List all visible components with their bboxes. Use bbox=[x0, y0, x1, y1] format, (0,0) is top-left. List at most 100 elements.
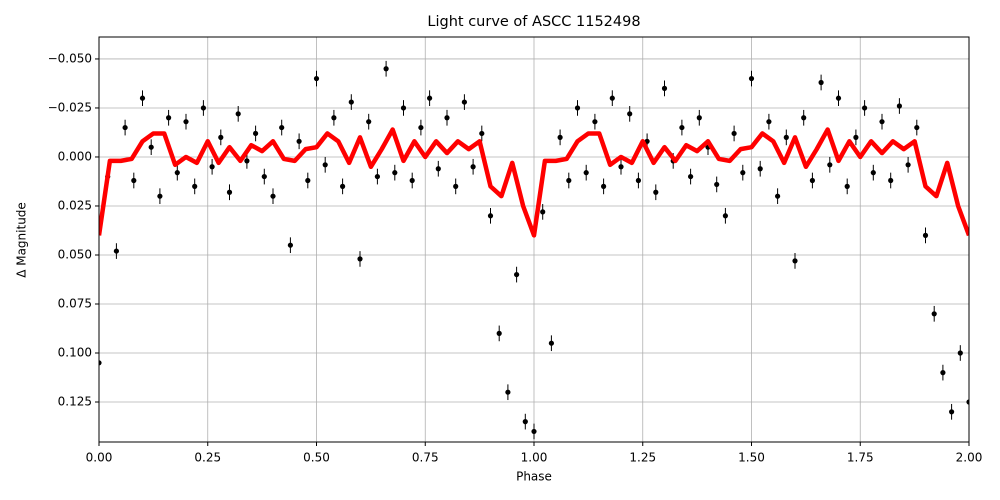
x-axis-label: Phase bbox=[516, 470, 552, 484]
data-point bbox=[827, 162, 833, 168]
data-point bbox=[522, 419, 528, 425]
data-point bbox=[940, 370, 946, 376]
data-point bbox=[696, 115, 702, 121]
data-point bbox=[566, 177, 572, 184]
x-tick-label: 1.75 bbox=[847, 451, 874, 465]
data-point bbox=[914, 124, 920, 131]
data-point bbox=[200, 105, 206, 111]
data-point bbox=[679, 124, 685, 131]
data-point bbox=[661, 85, 668, 91]
data-point bbox=[722, 213, 729, 219]
data-point bbox=[226, 189, 233, 195]
data-point bbox=[653, 189, 659, 195]
data-point bbox=[296, 138, 302, 144]
data-point bbox=[809, 177, 816, 184]
data-point bbox=[305, 177, 311, 184]
data-point bbox=[496, 330, 502, 336]
data-point bbox=[400, 105, 407, 111]
data-point bbox=[174, 170, 180, 176]
data-point bbox=[418, 124, 424, 131]
data-point bbox=[331, 115, 337, 121]
data-point bbox=[688, 173, 694, 180]
data-point bbox=[453, 183, 459, 189]
data-point bbox=[131, 177, 137, 184]
data-point bbox=[487, 213, 494, 219]
data-point bbox=[209, 164, 215, 170]
data-point bbox=[592, 119, 598, 125]
data-point bbox=[348, 99, 354, 105]
data-point bbox=[505, 389, 511, 395]
data-point bbox=[244, 158, 250, 164]
data-point bbox=[748, 75, 755, 82]
data-point bbox=[322, 162, 328, 168]
data-point bbox=[270, 193, 276, 199]
data-point bbox=[374, 173, 380, 180]
data-point bbox=[618, 164, 624, 170]
data-point bbox=[601, 183, 607, 189]
data-point bbox=[218, 134, 224, 140]
data-point bbox=[792, 258, 798, 264]
data-point bbox=[757, 166, 763, 172]
y-tick-label: 0.100 bbox=[58, 346, 92, 360]
data-point bbox=[627, 111, 633, 117]
data-point bbox=[801, 115, 807, 121]
data-point bbox=[853, 134, 859, 140]
data-point bbox=[192, 183, 198, 189]
data-point bbox=[888, 177, 894, 184]
y-tick-label: 0.050 bbox=[58, 247, 92, 261]
data-point bbox=[392, 170, 398, 176]
data-point bbox=[122, 124, 128, 131]
data-point bbox=[366, 119, 372, 125]
data-point bbox=[235, 111, 241, 117]
data-point bbox=[896, 103, 903, 109]
data-point bbox=[157, 193, 163, 199]
data-point bbox=[409, 177, 415, 184]
data-point bbox=[818, 79, 824, 86]
data-point bbox=[166, 115, 172, 121]
plot bbox=[99, 60, 969, 440]
data-point bbox=[183, 119, 189, 125]
data-point bbox=[287, 242, 293, 248]
data-point bbox=[775, 193, 781, 199]
data-point bbox=[313, 75, 320, 82]
data-point bbox=[862, 105, 868, 111]
x-tick-label: 1.00 bbox=[521, 451, 548, 465]
data-point bbox=[113, 248, 119, 254]
data-point bbox=[261, 173, 267, 180]
data-point bbox=[279, 124, 285, 131]
data-point bbox=[148, 144, 154, 150]
data-point bbox=[253, 130, 259, 137]
x-tick-label: 1.25 bbox=[629, 451, 656, 465]
data-point bbox=[99, 360, 102, 366]
data-point bbox=[531, 428, 537, 435]
x-tick-label: 0.50 bbox=[303, 451, 330, 465]
x-tick-label: 0.00 bbox=[86, 451, 113, 465]
data-point bbox=[635, 177, 642, 184]
data-point bbox=[844, 183, 850, 189]
data-point bbox=[479, 130, 485, 137]
data-point bbox=[714, 181, 720, 188]
data-point bbox=[740, 170, 746, 176]
data-point bbox=[383, 66, 389, 72]
data-point bbox=[731, 130, 737, 137]
data-point bbox=[557, 134, 563, 140]
data-point bbox=[783, 134, 789, 140]
data-point bbox=[461, 99, 467, 105]
y-tick-label: −0.025 bbox=[48, 100, 92, 114]
data-point bbox=[357, 256, 363, 262]
data-point bbox=[870, 170, 876, 176]
data-point bbox=[340, 183, 346, 189]
data-point bbox=[435, 166, 441, 172]
y-tick-label: −0.050 bbox=[48, 51, 92, 65]
data-point bbox=[966, 399, 969, 405]
data-point bbox=[931, 311, 937, 317]
data-point bbox=[514, 271, 520, 278]
y-tick-label: 0.125 bbox=[58, 395, 92, 409]
model-line bbox=[99, 127, 969, 238]
x-tick-label: 0.25 bbox=[194, 451, 221, 465]
y-tick-label: 0.075 bbox=[58, 296, 92, 310]
data-point bbox=[835, 95, 842, 101]
